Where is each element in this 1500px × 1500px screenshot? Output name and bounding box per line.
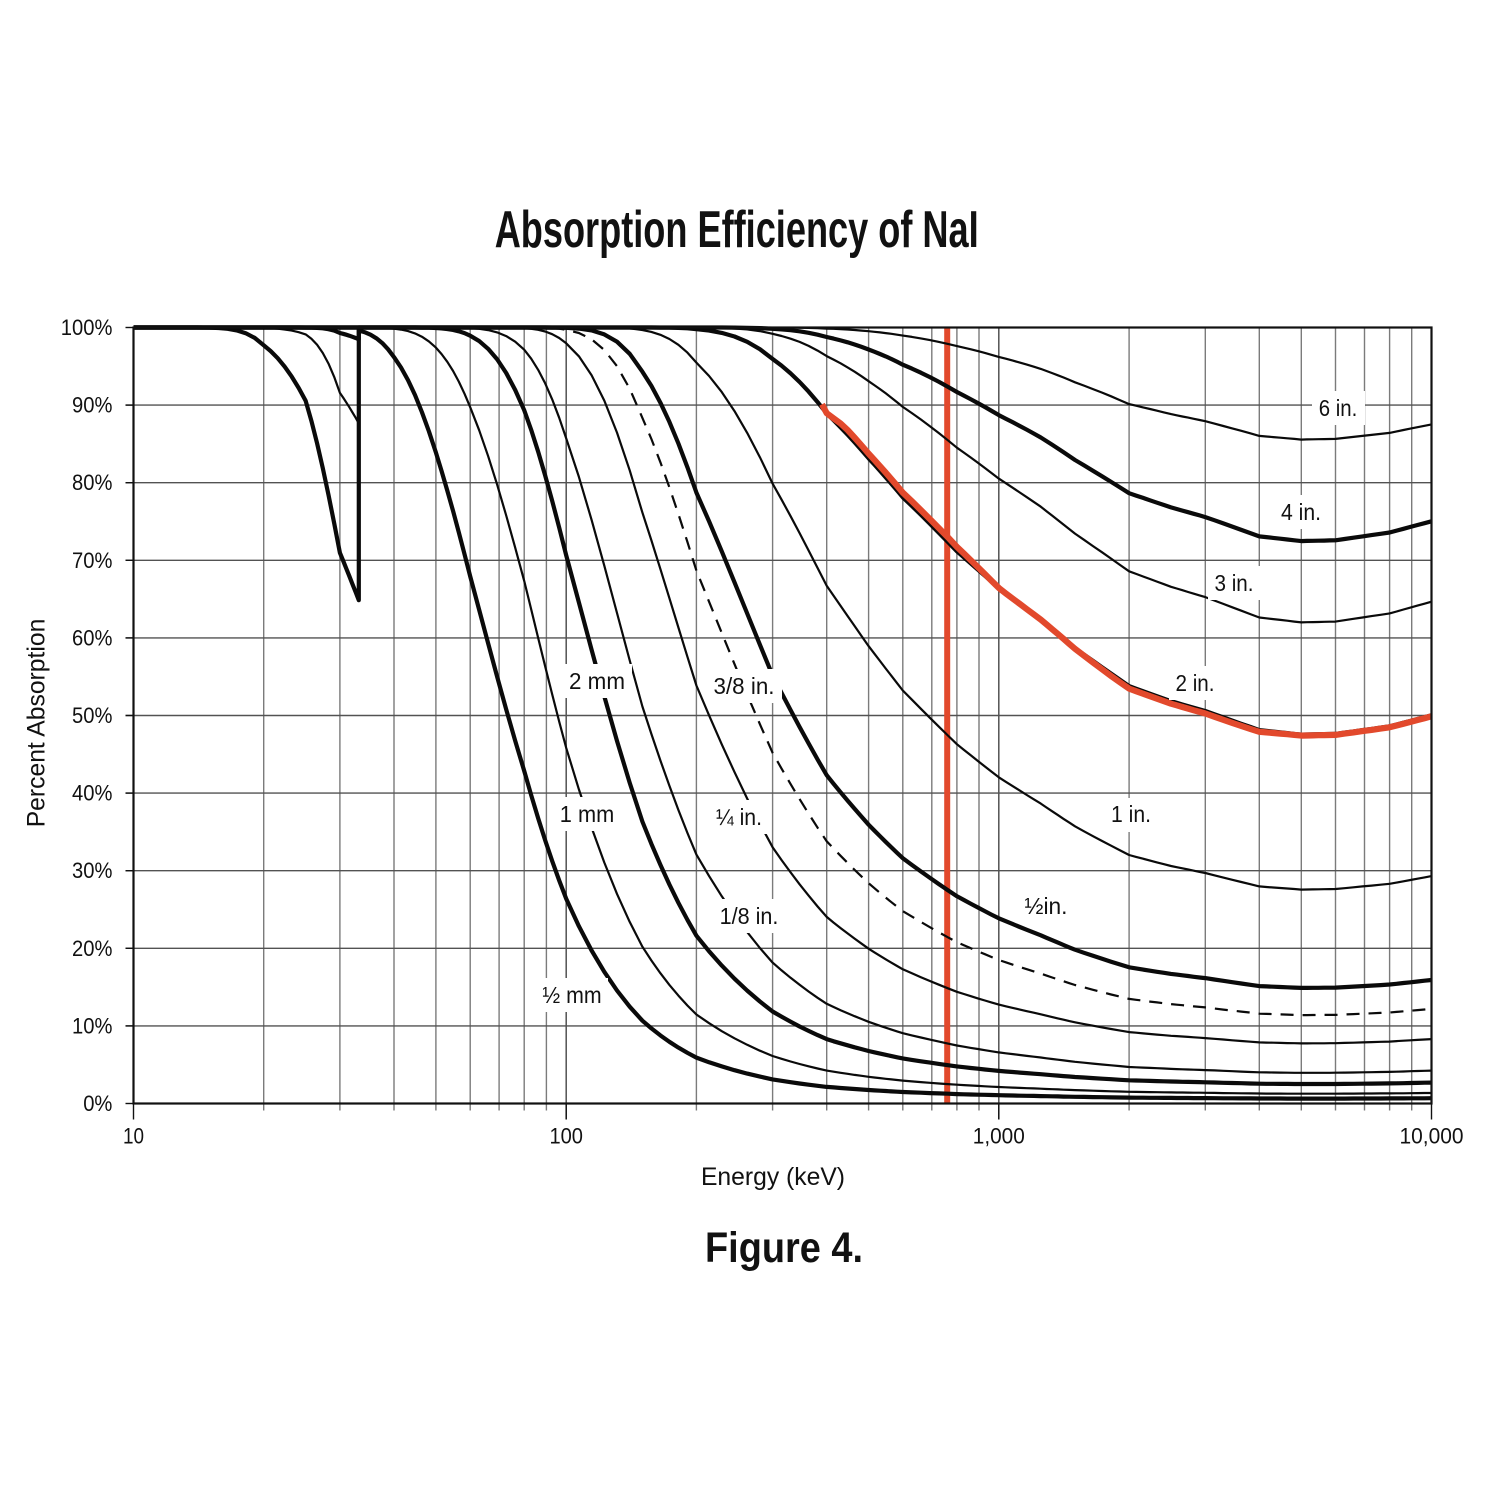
svg-text:3 in.: 3 in.: [1215, 570, 1254, 596]
svg-text:1,000: 1,000: [973, 1124, 1025, 1149]
svg-text:Percent Absorption: Percent Absorption: [24, 619, 51, 828]
svg-text:100: 100: [549, 1124, 583, 1149]
svg-text:Energy (keV): Energy (keV): [701, 1164, 845, 1191]
svg-text:90%: 90%: [72, 393, 112, 418]
svg-text:80%: 80%: [72, 470, 112, 495]
svg-text:10%: 10%: [72, 1013, 112, 1038]
svg-text:50%: 50%: [72, 703, 112, 728]
svg-text:½in.: ½in.: [1025, 893, 1068, 919]
svg-text:½ mm: ½ mm: [542, 982, 601, 1008]
svg-text:100%: 100%: [61, 315, 113, 340]
svg-text:40%: 40%: [72, 781, 112, 806]
svg-text:2 in.: 2 in.: [1176, 670, 1215, 696]
svg-text:20%: 20%: [72, 936, 112, 961]
svg-text:0%: 0%: [83, 1091, 112, 1116]
svg-text:¼ in.: ¼ in.: [716, 804, 762, 830]
svg-text:70%: 70%: [72, 548, 112, 573]
svg-text:30%: 30%: [72, 858, 112, 883]
svg-text:1 in.: 1 in.: [1111, 801, 1151, 827]
svg-text:10,000: 10,000: [1400, 1124, 1464, 1149]
svg-text:4 in.: 4 in.: [1281, 499, 1321, 525]
svg-text:Absorption Efficiency of NaI: Absorption Efficiency of NaI: [495, 201, 979, 259]
svg-text:2 mm: 2 mm: [569, 668, 625, 694]
svg-text:60%: 60%: [72, 625, 112, 650]
svg-text:6 in.: 6 in.: [1319, 395, 1358, 421]
svg-text:10: 10: [123, 1124, 144, 1149]
svg-text:Figure 4.: Figure 4.: [705, 1225, 863, 1272]
svg-text:1/8 in.: 1/8 in.: [720, 903, 779, 929]
svg-text:3/8 in.: 3/8 in.: [714, 673, 775, 699]
svg-text:1 mm: 1 mm: [560, 801, 614, 827]
